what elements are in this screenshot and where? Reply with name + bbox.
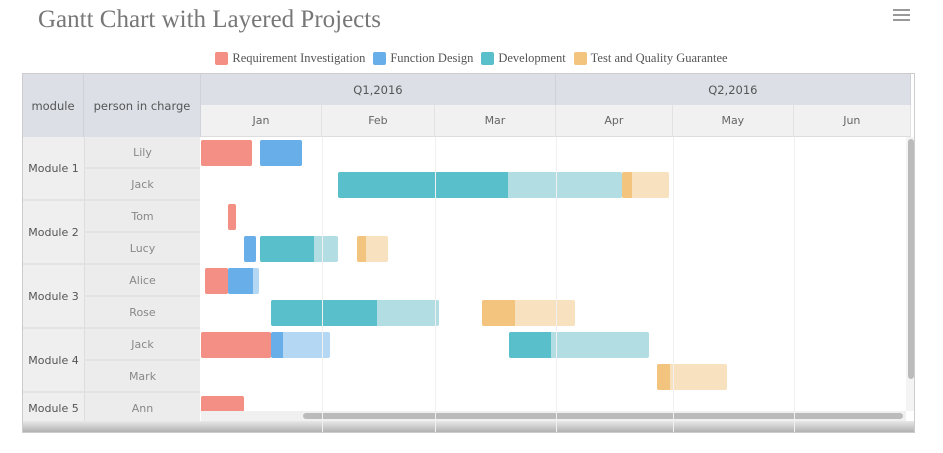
task-bar-function-design[interactable] [243,236,256,262]
month-header: Apr [555,105,673,137]
legend-swatch [373,52,387,65]
task-bar-function-design[interactable] [228,268,260,294]
quarter-header: Q2,2016 [555,74,911,105]
task-bar-requirement-investigation[interactable] [204,268,229,294]
legend-swatch [573,52,587,65]
task-bar-development[interactable] [271,300,439,326]
month-header: Feb [321,105,435,137]
legend-label: Function Design [390,51,474,65]
task-bar-function-design[interactable] [271,332,330,358]
task-progress [259,140,303,166]
horizontal-scrollbar[interactable] [201,411,906,421]
gridline [435,137,436,432]
task-bar-development[interactable] [337,172,623,198]
chart-title: Gantt Chart with Layered Projects [38,6,381,33]
task-progress [259,236,315,262]
gridline [321,137,323,432]
month-header: Mar [435,105,556,137]
legend-label: Test and Quality Guarantee [590,51,728,65]
legend-item[interactable]: Function Design [373,51,473,66]
task-progress [622,172,632,198]
hamburger-menu-icon[interactable] [893,6,910,24]
person-cell: Tom [84,201,200,233]
module-cell: Module 2 [23,201,84,265]
task-bar-requirement-investigation[interactable] [228,204,237,230]
person-cell: Jack [84,169,200,201]
task-progress [201,140,252,166]
gridline [793,137,795,432]
task-progress [204,268,229,294]
month-header: Jun [793,105,911,137]
task-progress [337,172,509,198]
legend: Requirement Investigation Function Design… [0,51,943,69]
person-column-header: person in charge [84,74,201,137]
zoom-slider-bar[interactable] [23,421,914,432]
task-bar-development[interactable] [259,236,338,262]
task-progress [657,364,670,390]
task-bar-test-and-quality-guarantee[interactable] [357,236,389,262]
task-progress [228,204,237,230]
task-bar-development[interactable] [509,332,650,358]
task-progress [271,300,377,326]
person-cell: Jack [84,329,200,361]
legend-item[interactable]: Requirement Investigation [215,51,365,66]
task-progress [201,332,272,358]
task-progress [509,332,552,358]
module-column-header: module [23,74,84,137]
task-bar-test-and-quality-guarantee[interactable] [657,364,728,390]
legend-label: Requirement Investigation [232,51,366,65]
month-header: Jan [201,105,322,137]
task-progress [243,236,256,262]
gridline [555,137,557,432]
vertical-scroll-thumb[interactable] [908,139,914,379]
legend-swatch [481,52,495,65]
person-cell: Ann [84,393,200,425]
horizontal-scroll-thumb[interactable] [303,413,903,419]
task-progress [481,300,515,326]
task-progress [228,268,254,294]
task-bar-requirement-investigation[interactable] [201,140,252,166]
person-cell: Lily [84,137,200,169]
gridline [672,137,674,432]
task-progress [357,236,367,262]
vertical-scrollbar[interactable] [906,137,914,411]
person-cell: Mark [84,361,200,393]
module-cell: Module 1 [23,137,84,201]
person-cell: Alice [84,265,200,297]
task-bar-test-and-quality-guarantee[interactable] [481,300,576,326]
module-cell: Module 4 [23,329,84,393]
person-cell: Rose [84,297,200,329]
task-progress [271,332,283,358]
person-cell: Lucy [84,233,200,265]
task-bar-test-and-quality-guarantee[interactable] [622,172,669,198]
legend-item[interactable]: Test and Quality Guarantee [573,51,728,66]
module-cell: Module 3 [23,265,84,329]
task-bar-requirement-investigation[interactable] [201,332,272,358]
legend-label: Development [498,51,566,65]
legend-item[interactable]: Development [481,51,566,66]
gantt-table: module person in charge Q1,2016 Q2,2016 Ja… [22,73,915,433]
task-bar-function-design[interactable] [259,140,303,166]
month-header: May [672,105,794,137]
legend-swatch [215,52,229,65]
quarter-header: Q1,2016 [201,74,556,105]
